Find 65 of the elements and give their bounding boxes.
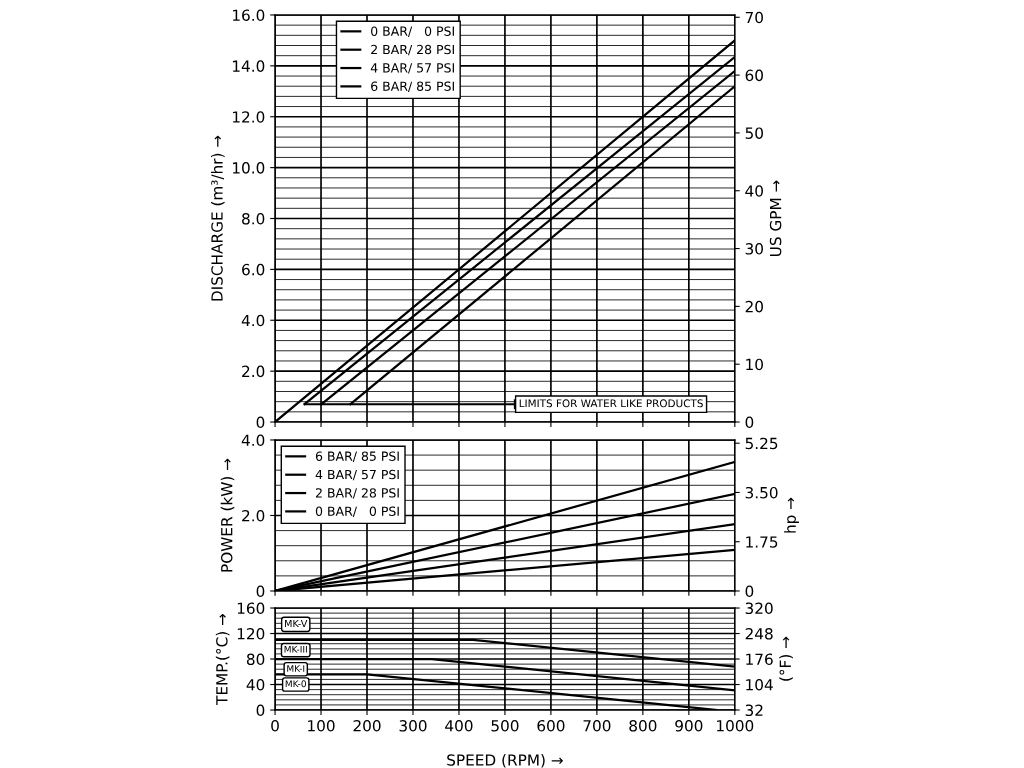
- y2-tick-label: 32: [745, 704, 763, 717]
- legend-label: 0 BAR/ 0 PSI: [371, 26, 454, 37]
- y-tick-label: 6.0: [242, 263, 265, 276]
- y2-axis-title: US GPM →: [769, 180, 782, 256]
- x-tick-label: 500: [491, 720, 519, 732]
- x-tick-label: 800: [629, 720, 657, 732]
- x-tick-label: 900: [675, 720, 703, 732]
- y2-tick-label: 248: [745, 627, 773, 640]
- ref-line-label: LIMITS FOR WATER LIKE PRODUCTS: [519, 399, 703, 408]
- y2-tick-label: 70: [745, 11, 763, 24]
- y2-tick-label: 104: [746, 678, 773, 691]
- x-tick-label: 700: [583, 720, 611, 732]
- y-axis-title: DISCHARGE (m³/hr) →: [210, 135, 225, 301]
- y-tick-label: 16.0: [232, 9, 265, 21]
- y-tick-label: 0: [256, 704, 265, 717]
- y2-tick-label: 1.75: [746, 536, 778, 548]
- legend-label: 4 BAR/ 57 PSI: [315, 469, 399, 481]
- y2-tick-label: 50: [745, 127, 763, 139]
- legend-label: 6 BAR/ 85 PSI: [315, 451, 399, 462]
- y2-tick-label: 60: [745, 69, 763, 82]
- y2-tick-label: 40: [745, 185, 763, 197]
- y-tick-label: 12.0: [232, 111, 265, 123]
- y2-tick-label: 3.50: [745, 486, 778, 499]
- y-axis-title: POWER (kW) →: [220, 458, 235, 572]
- y2-tick-label: 0: [745, 416, 754, 429]
- y2-tick-label: 10: [746, 358, 763, 371]
- y-tick-label: 0: [256, 585, 265, 597]
- y2-tick-label: 320: [745, 602, 773, 615]
- y-tick-label: 80: [246, 653, 265, 666]
- legend-label: 0 BAR/ 0 PSI: [315, 506, 399, 517]
- y-tick-label: 120: [237, 627, 265, 640]
- legend-label: MK-I: [287, 665, 305, 672]
- y-tick-label: 8.0: [242, 212, 265, 225]
- x-tick-label: 0: [271, 720, 279, 732]
- x-tick-label: 200: [353, 720, 381, 732]
- y-tick-label: 4.0: [241, 314, 265, 327]
- y2-tick-label: 176: [746, 653, 773, 666]
- y-tick-label: 40: [246, 678, 265, 691]
- legend-label: MK-0: [285, 680, 307, 688]
- y-axis-title: TEMP.(°C) →: [215, 613, 230, 705]
- y-tick-label: 0: [256, 416, 265, 429]
- x-tick-label: 400: [445, 720, 473, 732]
- y2-tick-label: 20: [745, 300, 763, 313]
- x-tick-label: 300: [399, 720, 427, 732]
- x-tick-label: 1000: [717, 720, 754, 732]
- y-tick-label: 14.0: [232, 60, 265, 72]
- series-label: MK-III: [284, 646, 307, 653]
- legend-label: 4 BAR/ 57 PSI: [370, 63, 454, 74]
- legend-label: 2 BAR/ 28 PSI: [315, 488, 399, 499]
- y-tick-label: 10.0: [232, 162, 265, 174]
- legend-label: 6 BAR/ 85 PSI: [371, 81, 454, 92]
- annotation: MK-V: [285, 619, 308, 628]
- x-tick-label: 600: [537, 720, 565, 732]
- x-tick-label: 100: [308, 720, 335, 732]
- y2-tick-label: 30: [745, 243, 763, 255]
- y2-tick-label: 0: [745, 585, 754, 597]
- y2-axis-title: (°F) →: [779, 636, 793, 681]
- y-tick-label: 2.0: [242, 365, 265, 378]
- y-tick-label: 2.0: [242, 509, 265, 522]
- y-tick-label: 4.0: [241, 434, 265, 447]
- y2-axis-title: hp →: [784, 497, 799, 533]
- legend-label: 2 BAR/ 28 PSI: [371, 44, 454, 56]
- y2-tick-label: 5.25: [745, 437, 778, 450]
- x-axis-title: SPEED (RPM) →: [447, 753, 563, 768]
- y-tick-label: 160: [237, 602, 265, 615]
